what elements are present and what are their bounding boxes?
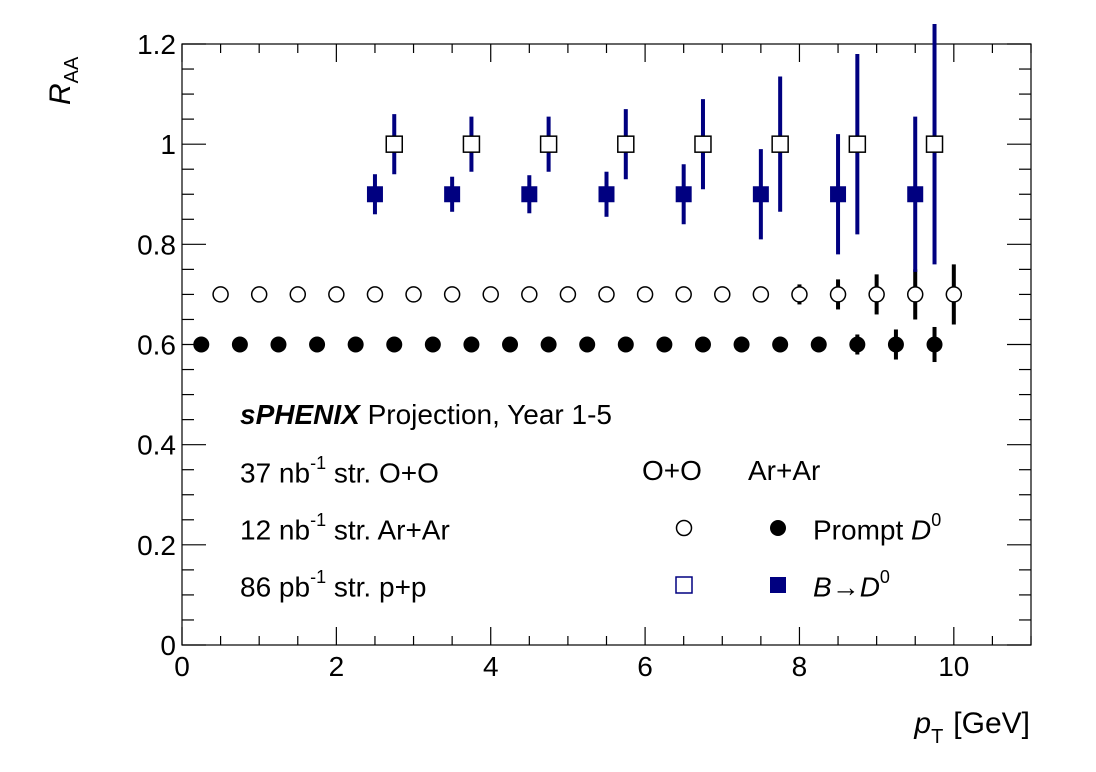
data-point-prompt-arar [694, 336, 711, 353]
axis-tick-labels: 0 2 4 6 8 10 0 0.2 0.4 0.6 0.8 1 1.2 [137, 29, 969, 682]
lumi-oo: 37 nb-1 str. O+O [240, 453, 439, 489]
y-tick-label: 0.6 [137, 330, 176, 361]
data-point-btod-arar [907, 186, 924, 203]
data-point-btod-arar [675, 186, 692, 203]
x-tick-label: 8 [792, 651, 808, 682]
data-point-prompt-oo [791, 286, 808, 303]
data-point-prompt-oo [482, 286, 499, 303]
data-point-btod-oo [539, 135, 558, 153]
lumi-pp: 86 pb-1 str. p+p [240, 567, 427, 603]
data-point-prompt-arar [733, 336, 750, 353]
data-markers [193, 135, 963, 353]
data-point-prompt-oo [328, 286, 345, 303]
data-point-prompt-arar [231, 336, 248, 353]
y-axis-label: RAA [44, 56, 83, 105]
data-point-prompt-oo [714, 286, 731, 303]
lumi-arar: 12 nb-1 str. Ar+Ar [240, 510, 450, 546]
data-point-btod-oo [617, 135, 635, 153]
y-tick-label: 1 [160, 129, 176, 160]
data-point-prompt-arar [617, 336, 634, 353]
data-point-btod-oo [462, 135, 481, 153]
legend-filled-square-icon [770, 577, 786, 593]
data-point-prompt-arar [424, 336, 441, 353]
projection-text: Projection, Year 1-5 [367, 399, 612, 430]
data-point-prompt-oo [521, 286, 538, 303]
data-point-prompt-oo [636, 286, 654, 303]
data-point-btod-oo [848, 135, 867, 153]
data-point-prompt-arar [772, 336, 789, 353]
y-tick-label: 0.8 [137, 229, 176, 260]
data-point-btod-oo [771, 135, 789, 153]
x-tick-label: 2 [329, 651, 345, 682]
legend-open-circle-icon [675, 519, 693, 537]
data-point-btod-arar [366, 186, 383, 203]
legend-open-square-icon [675, 576, 693, 594]
data-point-prompt-arar [887, 336, 904, 353]
data-point-prompt-arar [579, 336, 596, 353]
x-axis-unit: [GeV] [953, 707, 1030, 740]
y-tick-label: 0.2 [137, 530, 176, 561]
legend-label-btod: B→D0 [813, 567, 890, 603]
data-point-prompt-arar [810, 336, 827, 353]
data-point-prompt-oo [868, 286, 885, 303]
data-point-prompt-arar [309, 336, 326, 353]
x-tick-label: 6 [637, 651, 653, 682]
data-point-btod-oo [925, 135, 944, 153]
data-point-prompt-arar [193, 336, 210, 353]
y-tick-label: 0 [160, 630, 176, 661]
data-point-prompt-arar [849, 336, 866, 353]
data-point-prompt-arar [926, 336, 943, 353]
x-tick-label: 10 [938, 651, 969, 682]
data-point-prompt-arar [463, 336, 480, 353]
data-point-btod-oo [694, 135, 712, 153]
data-point-prompt-oo [752, 286, 770, 303]
x-axis-sub: T [931, 726, 943, 748]
axis-ticks [181, 43, 1032, 646]
data-point-prompt-oo [289, 286, 307, 303]
y-tick-label: 1.2 [137, 29, 176, 60]
legend-filled-circle-icon [770, 520, 786, 536]
x-tick-label: 4 [483, 651, 499, 682]
data-point-btod-arar [521, 186, 538, 203]
y-axis-sub: AA [61, 56, 83, 83]
data-point-prompt-arar [270, 336, 287, 353]
data-point-prompt-oo [675, 286, 692, 303]
data-point-prompt-oo [559, 286, 577, 303]
error-bars [372, 23, 956, 363]
y-axis-var: R [44, 83, 77, 105]
data-point-prompt-arar [656, 336, 673, 353]
data-point-prompt-oo [945, 286, 963, 303]
data-point-prompt-oo [405, 286, 422, 303]
x-axis-label: pT [GeV] [913, 707, 1030, 748]
data-point-prompt-oo [443, 286, 461, 303]
data-point-btod-oo [385, 135, 403, 153]
projection-title: sPHENIX Projection, Year 1-5 [240, 401, 612, 429]
legend-header-arar: Ar+Ar [748, 455, 821, 486]
data-point-prompt-oo [598, 286, 615, 303]
legend-label-prompt: Prompt D0 [813, 510, 942, 546]
data-point-btod-arar [444, 186, 461, 203]
data-point-btod-arar [752, 186, 769, 203]
data-point-prompt-arar [502, 336, 519, 353]
data-point-prompt-oo [212, 286, 229, 303]
x-axis-var: p [913, 707, 931, 740]
data-point-btod-arar [598, 186, 615, 203]
data-point-prompt-arar [386, 336, 403, 353]
data-point-btod-arar [830, 186, 847, 203]
data-point-prompt-oo [829, 286, 847, 303]
data-point-prompt-arar [540, 336, 557, 353]
data-point-prompt-arar [347, 336, 364, 353]
x-tick-label: 0 [174, 651, 190, 682]
data-point-prompt-oo [250, 286, 268, 303]
data-point-prompt-oo [906, 286, 924, 303]
legend-header-oo: O+O [642, 455, 702, 486]
data-point-prompt-oo [366, 286, 384, 303]
y-tick-label: 0.4 [137, 430, 176, 461]
brand-name: sPHENIX [240, 399, 360, 430]
